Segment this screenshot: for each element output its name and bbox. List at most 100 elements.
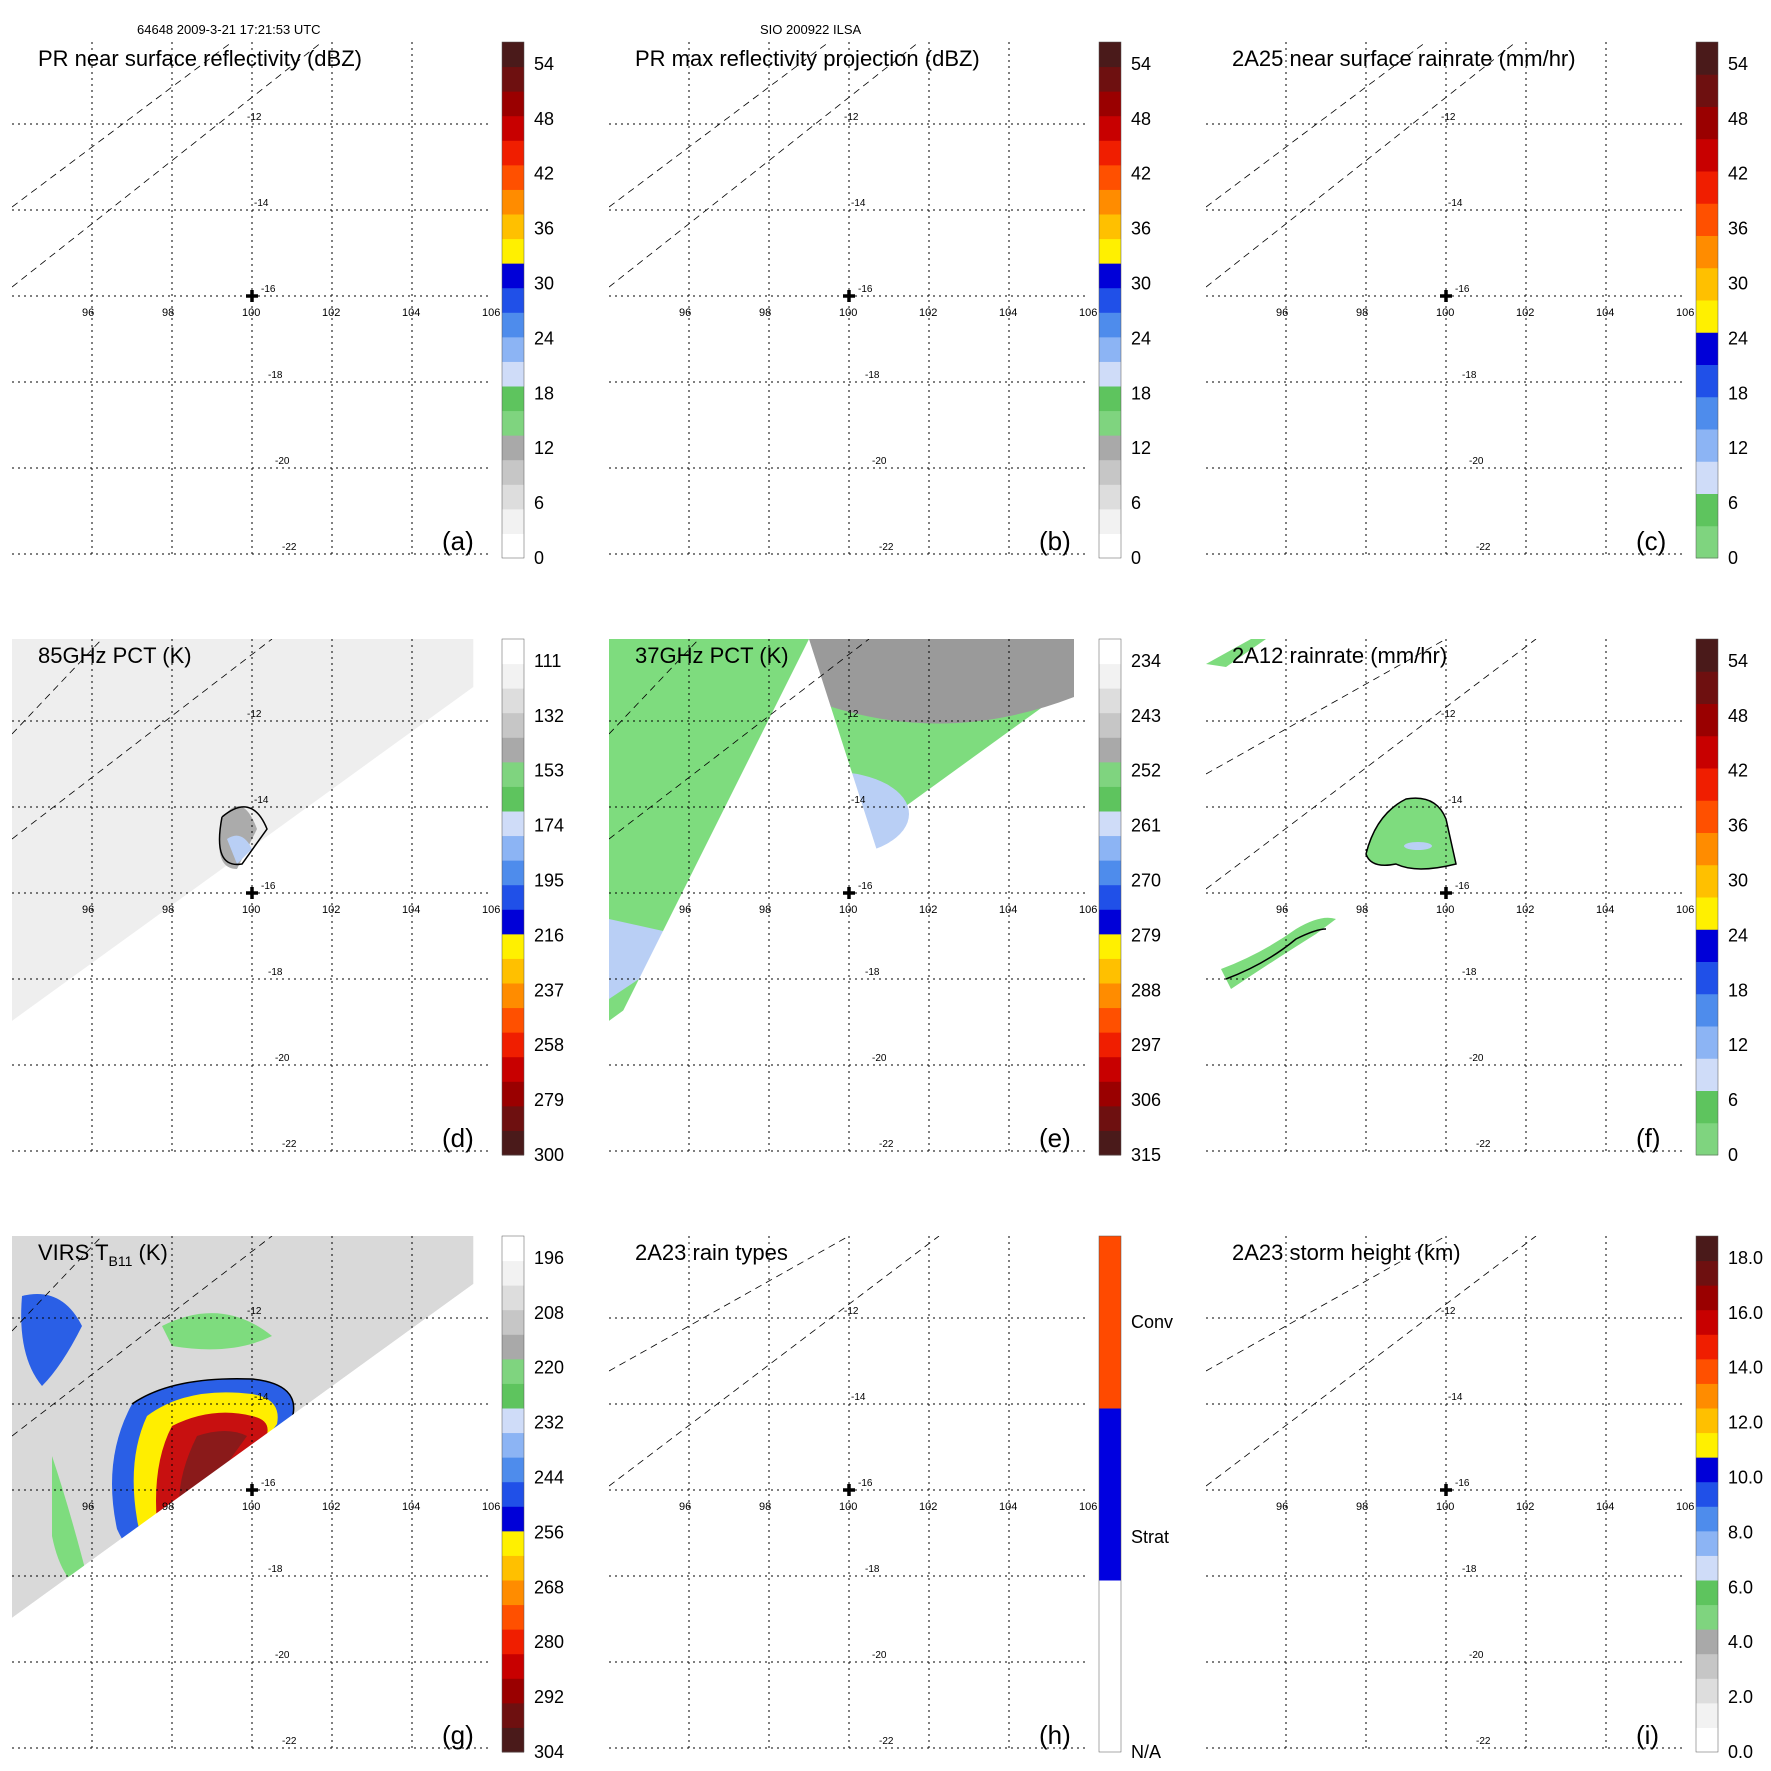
lat-label: -14 xyxy=(851,795,866,806)
colorbar-label: 208 xyxy=(534,1303,564,1323)
lon-label: 96 xyxy=(1276,307,1288,319)
colorbar-swatch xyxy=(1099,712,1121,738)
colorbar-frame xyxy=(1098,1235,1122,1753)
panel-g: 96 98 100 102 104 106 -12 -14 -16 -18 -20 -22 VIRS T… xyxy=(12,1235,564,1762)
colorbar-label: 54 xyxy=(1728,54,1748,74)
map-area xyxy=(12,1236,490,1752)
lon-label: 100 xyxy=(839,1501,857,1513)
lat-label: -14 xyxy=(1448,1392,1463,1403)
lat-label: -20 xyxy=(1469,1650,1484,1661)
colorbar-label: 297 xyxy=(1131,1035,1161,1055)
colorbar-swatch xyxy=(502,386,524,412)
colorbar-swatch xyxy=(502,1285,524,1311)
panel-c: 96 98 100 102 104 106 -12 -14 -16 -18 -20 -22 2A25 n… xyxy=(1206,41,1748,568)
lon-label: 102 xyxy=(322,904,340,916)
lon-label: 102 xyxy=(919,307,937,319)
lon-label: 96 xyxy=(679,1501,691,1513)
lon-label: 98 xyxy=(162,1501,174,1513)
colorbar-swatch xyxy=(1099,761,1121,787)
pr-swath-edge-east xyxy=(1206,639,1537,890)
lon-label: 106 xyxy=(482,1501,500,1513)
colorbar-swatch xyxy=(502,1334,524,1360)
colorbar-swatch xyxy=(502,164,524,190)
colorbar-label: 256 xyxy=(534,1522,564,1542)
lat-label: -12 xyxy=(247,1306,262,1317)
colorbar-swatch xyxy=(502,1629,524,1655)
colorbar-swatch xyxy=(1696,106,1718,140)
colorbar-label: 6 xyxy=(534,493,544,513)
colorbar-label: 300 xyxy=(534,1145,564,1165)
colorbar-swatch xyxy=(1099,835,1121,861)
colorbar-swatch xyxy=(1099,238,1121,264)
colorbar-swatch xyxy=(502,140,524,166)
colorbar-swatch xyxy=(502,712,524,738)
colorbar-swatch xyxy=(502,1007,524,1033)
colorbar-swatch xyxy=(502,1260,524,1286)
colorbar-swatch xyxy=(1696,1260,1718,1286)
lat-label: -18 xyxy=(268,967,283,978)
lon-label: 100 xyxy=(1436,1501,1454,1513)
colorbar-swatch xyxy=(1099,484,1121,510)
lat-label: -16 xyxy=(261,284,276,295)
colorbar-swatch xyxy=(1696,639,1718,672)
colorbar-swatch xyxy=(1099,361,1121,387)
pct37-warm-region xyxy=(809,639,1074,724)
panel-title: 37GHz PCT (K) xyxy=(635,643,789,668)
colorbar-label: 292 xyxy=(534,1687,564,1707)
colorbar-swatch xyxy=(1099,1081,1121,1107)
colorbar-label: 36 xyxy=(1728,219,1748,239)
pr-swath-edge-west xyxy=(1206,1236,1447,1372)
lat-label: -20 xyxy=(275,456,290,467)
colorbar-swatch xyxy=(502,811,524,837)
lon-label: 96 xyxy=(679,307,691,319)
lat-label: -12 xyxy=(1441,112,1456,123)
colorbar-swatch xyxy=(1696,267,1718,301)
colorbar-swatch xyxy=(502,1309,524,1335)
lat-label: -14 xyxy=(254,1392,269,1403)
colorbar-label: 195 xyxy=(534,871,564,891)
panel-letter: (i) xyxy=(1636,1720,1659,1750)
colorbar-label: 42 xyxy=(1728,164,1748,184)
colorbar-label: Conv xyxy=(1131,1312,1173,1332)
storm-center-cross-icon xyxy=(843,887,855,899)
colorbar-swatch xyxy=(1099,140,1121,166)
colorbar-swatch xyxy=(502,786,524,812)
lat-label: -20 xyxy=(275,1053,290,1064)
colorbar-label: 18 xyxy=(1728,383,1748,403)
colorbar-label: 54 xyxy=(1728,651,1748,671)
panel-letter: (h) xyxy=(1039,1720,1071,1750)
colorbar-swatch xyxy=(1696,300,1718,333)
lat-label: -22 xyxy=(1476,542,1491,553)
colorbar-label: 304 xyxy=(534,1742,564,1762)
colorbar-swatch xyxy=(502,1105,524,1131)
colorbar-label: 6.0 xyxy=(1728,1577,1753,1597)
colorbar-swatch xyxy=(502,1056,524,1082)
colorbar-swatch xyxy=(1696,42,1718,75)
colorbar-label: 24 xyxy=(1131,328,1151,348)
colorbar-label: 10.0 xyxy=(1728,1468,1763,1488)
panel-letter: (e) xyxy=(1039,1123,1071,1153)
colorbar-swatch xyxy=(502,66,524,92)
colorbar-label: N/A xyxy=(1131,1742,1161,1762)
colorbar-swatch xyxy=(502,737,524,763)
colorbar-label: 36 xyxy=(534,219,554,239)
lat-label: -20 xyxy=(1469,456,1484,467)
lat-label: -14 xyxy=(851,198,866,209)
colorbar-swatch xyxy=(502,1383,524,1409)
lon-label: 102 xyxy=(322,1501,340,1513)
colorbar-swatch xyxy=(502,214,524,240)
lon-label: 106 xyxy=(482,307,500,319)
colorbar-label: 132 xyxy=(534,706,564,726)
colorbar-swatch xyxy=(1099,663,1121,689)
colorbar: 0 6 12 18 24 30 36 42 48 54 xyxy=(1695,638,1748,1165)
colorbar-label: 6 xyxy=(1131,493,1141,513)
lat-label: -22 xyxy=(879,1736,894,1747)
colorbar-swatch xyxy=(1696,671,1718,704)
lat-label: -18 xyxy=(268,370,283,381)
colorbar-swatch xyxy=(1099,1056,1121,1082)
colorbar-swatch xyxy=(1696,1604,1718,1630)
colorbar-swatch xyxy=(1099,386,1121,412)
lon-label: 96 xyxy=(82,904,94,916)
pr-swath-edge-east xyxy=(1206,1236,1537,1487)
colorbar-label: 234 xyxy=(1131,651,1161,671)
